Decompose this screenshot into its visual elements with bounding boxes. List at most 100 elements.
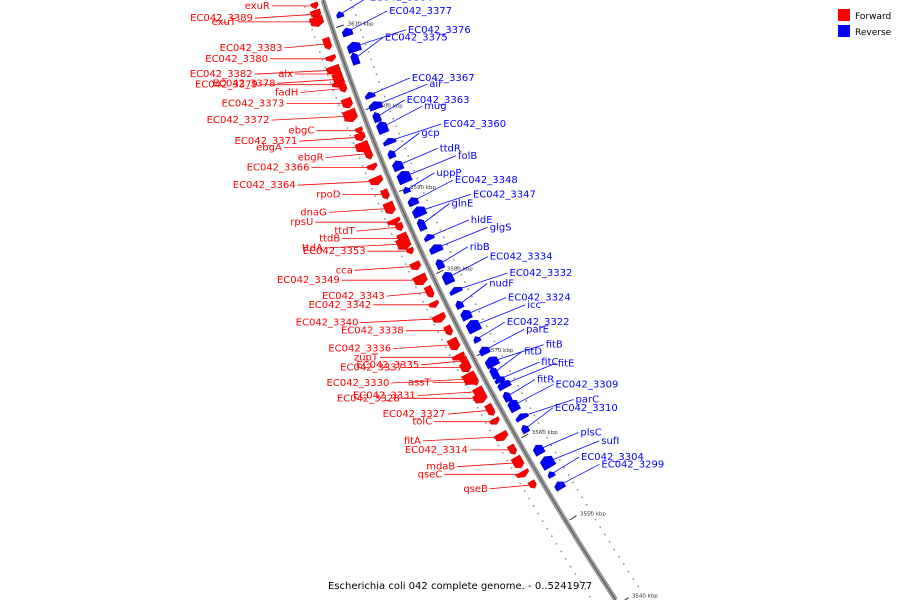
forward-gene-label[interactable]: qseC xyxy=(418,469,443,480)
reverse-gene-arrow[interactable] xyxy=(428,242,444,255)
reverse-gene-label[interactable]: EC042_3348 xyxy=(455,175,518,186)
forward-gene-label[interactable]: qseB xyxy=(463,484,488,495)
reverse-gene-label[interactable]: sufI xyxy=(601,436,619,447)
reverse-gene-label[interactable]: EC042_3334 xyxy=(490,252,553,263)
forward-gene-label[interactable]: EC042_3330 xyxy=(327,378,390,389)
forward-gene-arrow[interactable] xyxy=(325,53,337,63)
reverse-gene-label[interactable]: EC042_3375 xyxy=(385,33,448,44)
forward-gene-label[interactable]: rpsU xyxy=(290,217,313,228)
forward-gene-label[interactable]: EC042_3379 xyxy=(195,80,258,91)
forward-gene-label[interactable]: EC042_3340 xyxy=(296,318,359,329)
forward-gene-label[interactable]: EC042_3364 xyxy=(233,180,296,191)
forward-gene-label[interactable]: EC042_3327 xyxy=(383,409,446,420)
forward-gene-label[interactable]: EC042_3389 xyxy=(190,13,253,24)
reverse-gene-arrow[interactable] xyxy=(553,479,567,492)
reverse-gene-arrow[interactable] xyxy=(416,218,428,232)
reverse-gene-label[interactable]: EC042_3377 xyxy=(389,6,452,17)
forward-gene-label[interactable]: fitA xyxy=(404,436,421,447)
forward-gene-label[interactable]: ebgC xyxy=(289,126,315,137)
forward-gene-label[interactable]: alx xyxy=(278,69,293,80)
forward-gene-arrow[interactable] xyxy=(379,188,390,201)
forward-gene-arrow[interactable] xyxy=(394,221,405,232)
forward-gene-label[interactable]: rpoD xyxy=(316,190,341,201)
reverse-gene-label[interactable]: EC042_3310 xyxy=(555,403,618,414)
reverse-gene-label[interactable]: icc xyxy=(527,300,541,311)
reverse-gene-arrow[interactable] xyxy=(423,232,435,243)
forward-gene-label[interactable]: EC042_3314 xyxy=(405,445,468,456)
forward-gene-label[interactable]: EC042_3349 xyxy=(277,275,340,286)
forward-gene-label[interactable]: ebgR xyxy=(298,153,324,164)
forward-gene-label[interactable]: ttdA xyxy=(302,243,323,254)
forward-gene-label[interactable]: EC042_3335 xyxy=(356,360,419,371)
reverse-gene-label[interactable]: EC042_3360 xyxy=(443,119,506,130)
reverse-gene-label[interactable]: plsC xyxy=(580,428,601,439)
forward-gene-arrow[interactable] xyxy=(428,299,440,310)
forward-gene-arrow[interactable] xyxy=(431,311,447,325)
forward-gene-label[interactable]: EC042_3353 xyxy=(303,246,366,257)
reverse-gene-label[interactable]: EC042_3367 xyxy=(412,73,475,84)
forward-gene-label[interactable]: EC042_3373 xyxy=(222,99,285,110)
forward-gene-label[interactable]: dnaG xyxy=(300,207,327,218)
forward-gene-arrow[interactable] xyxy=(423,284,436,299)
reverse-gene-label[interactable]: EC042_3322 xyxy=(507,317,570,328)
forward-gene-arrow[interactable] xyxy=(515,468,530,480)
forward-gene-label[interactable]: EC042_3382 xyxy=(190,69,253,80)
reverse-gene-arrow[interactable] xyxy=(454,299,465,310)
forward-gene-label[interactable]: EC042_3337 xyxy=(340,363,403,374)
reverse-gene-label[interactable]: hldE xyxy=(471,215,493,226)
reverse-gene-label[interactable]: EC042_3304 xyxy=(581,452,644,463)
forward-gene-arrow[interactable] xyxy=(470,377,480,387)
reverse-gene-label[interactable]: glnE xyxy=(452,199,474,210)
forward-gene-arrow[interactable] xyxy=(362,146,374,161)
forward-gene-arrow[interactable] xyxy=(353,131,366,143)
reverse-gene-arrow[interactable] xyxy=(493,374,506,385)
reverse-gene-label[interactable]: ribB xyxy=(470,242,490,253)
forward-gene-arrow[interactable] xyxy=(308,14,325,29)
forward-gene-arrow[interactable] xyxy=(484,402,497,417)
reverse-gene-label[interactable]: EC042_3332 xyxy=(510,268,573,279)
reverse-gene-label[interactable]: EC042_3376 xyxy=(408,25,471,36)
forward-gene-arrow[interactable] xyxy=(341,107,358,124)
reverse-gene-label[interactable]: parC xyxy=(576,395,600,406)
forward-gene-label[interactable]: EC042_3371 xyxy=(235,136,298,147)
forward-gene-label[interactable]: exuT xyxy=(212,17,237,28)
forward-gene-label[interactable]: EC042_3328 xyxy=(337,393,400,404)
forward-gene-arrow[interactable] xyxy=(340,96,354,110)
forward-gene-label[interactable]: EC042_3331 xyxy=(353,391,416,402)
forward-gene-label[interactable]: EC042_3342 xyxy=(308,300,371,311)
reverse-gene-label[interactable]: EC042_3363 xyxy=(407,95,470,106)
forward-gene-arrow[interactable] xyxy=(409,260,422,272)
forward-gene-label[interactable]: EC042_3338 xyxy=(341,326,404,337)
forward-gene-label[interactable]: EC042_3378 xyxy=(213,78,276,89)
reverse-gene-arrow[interactable] xyxy=(382,136,397,147)
forward-gene-arrow[interactable] xyxy=(310,1,319,10)
forward-gene-label[interactable]: zupT xyxy=(354,352,379,363)
reverse-gene-label[interactable]: fitE xyxy=(558,358,575,369)
reverse-gene-arrow[interactable] xyxy=(502,390,513,403)
forward-gene-label[interactable]: ttdT xyxy=(334,226,355,237)
reverse-gene-label[interactable]: uppP xyxy=(436,168,461,179)
forward-gene-label[interactable]: EC042_3343 xyxy=(322,291,385,302)
forward-gene-arrow[interactable] xyxy=(368,174,384,187)
forward-gene-arrow[interactable] xyxy=(412,272,429,288)
forward-gene-label[interactable]: exuR xyxy=(245,1,270,12)
forward-gene-arrow[interactable] xyxy=(405,246,415,255)
forward-gene-label[interactable]: EC042_3372 xyxy=(207,115,270,126)
reverse-gene-label[interactable]: fitR xyxy=(537,375,554,386)
reverse-gene-label[interactable]: ttdR xyxy=(440,143,461,154)
forward-gene-label[interactable]: EC042_3380 xyxy=(205,54,268,65)
reverse-gene-label[interactable]: fitC xyxy=(541,357,558,368)
reverse-gene-label[interactable]: EC042_3384 xyxy=(370,0,433,3)
forward-gene-label[interactable]: ttdB xyxy=(319,234,340,245)
reverse-gene-label[interactable]: mug xyxy=(424,101,446,112)
reverse-gene-label[interactable]: glgS xyxy=(490,222,512,233)
reverse-gene-label[interactable]: fitB xyxy=(546,340,563,351)
forward-gene-arrow[interactable] xyxy=(386,216,401,228)
forward-gene-label[interactable]: tolC xyxy=(412,417,432,428)
forward-gene-label[interactable]: mdaB xyxy=(426,462,455,473)
forward-gene-label[interactable]: cca xyxy=(336,265,353,276)
reverse-gene-arrow[interactable] xyxy=(478,345,491,357)
forward-gene-arrow[interactable] xyxy=(321,36,333,51)
reverse-gene-arrow[interactable] xyxy=(520,424,531,435)
forward-gene-label[interactable]: assT xyxy=(408,378,432,389)
